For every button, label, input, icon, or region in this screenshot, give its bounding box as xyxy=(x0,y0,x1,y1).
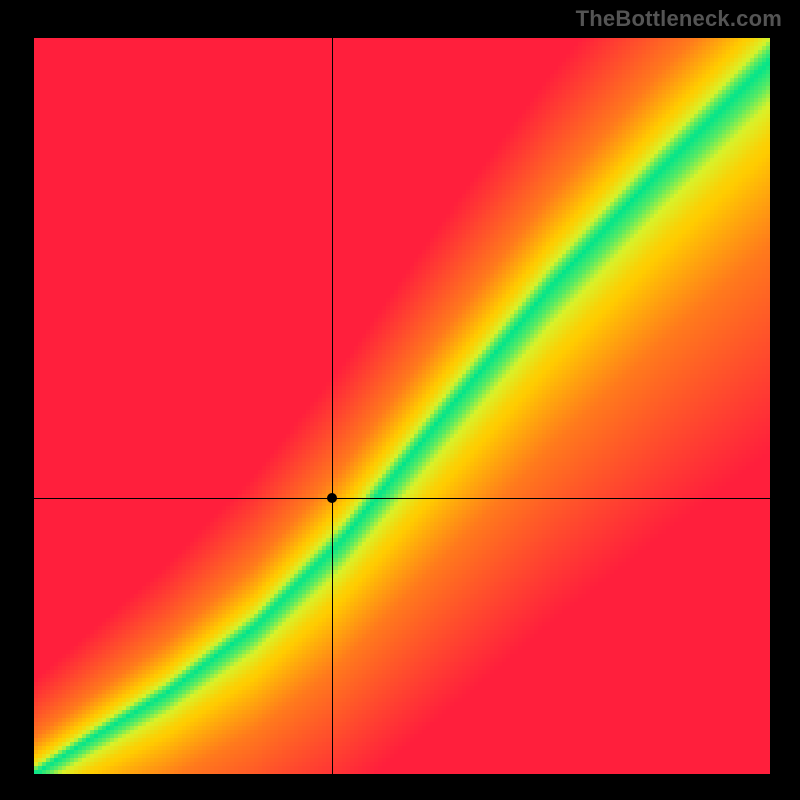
crosshair-dot xyxy=(327,493,337,503)
heatmap-canvas xyxy=(34,38,770,774)
crosshair-horizontal xyxy=(34,498,770,499)
watermark-text: TheBottleneck.com xyxy=(576,6,782,32)
crosshair-vertical xyxy=(332,38,333,774)
